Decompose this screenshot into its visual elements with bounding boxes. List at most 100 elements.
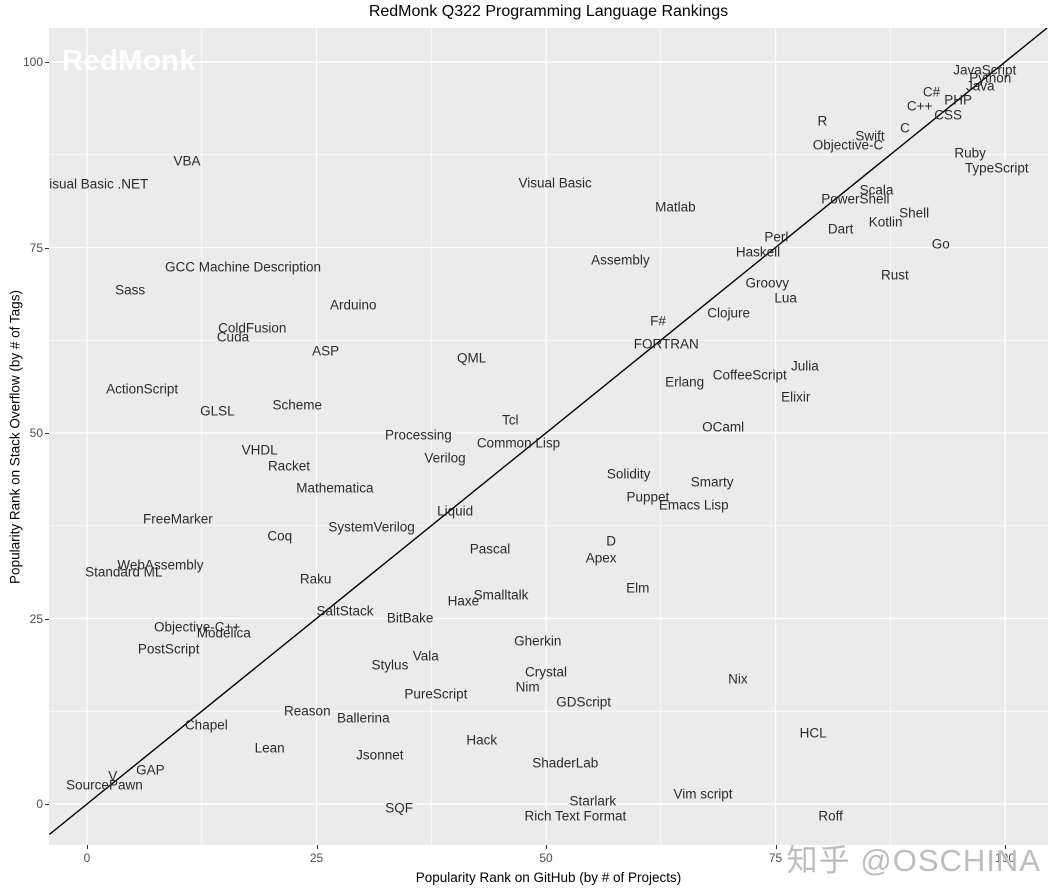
y-tick-mark — [45, 618, 49, 620]
y-tick-label: 100 — [22, 55, 43, 69]
x-tick-mark — [1005, 845, 1006, 849]
language-label-scala: Scala — [859, 182, 894, 198]
language-label-r: R — [817, 113, 828, 129]
language-label-shell: Shell — [899, 205, 930, 221]
language-label-haxe: Haxe — [447, 592, 480, 608]
language-label-common-lisp: Common Lisp — [476, 434, 561, 450]
x-tick-mark — [775, 845, 777, 849]
language-label-visual-basic: Visual Basic — [518, 175, 592, 191]
language-label-webassembly: WebAssembly — [117, 557, 204, 573]
language-label-systemverilog: SystemVerilog — [328, 519, 415, 535]
plot-panel: RedMonk JavaScript Python Java C# PHP C++ CSS C… — [49, 28, 1048, 845]
language-label-gherkin: Gherkin — [514, 633, 562, 648]
language-label-sass: Sass — [115, 282, 146, 298]
language-label-sourcepawn: SourcePawn — [66, 776, 143, 792]
language-label-vhdl: VHDL — [241, 442, 278, 458]
language-label-sqf: SQF — [385, 799, 413, 815]
language-label-nix: Nix — [728, 671, 748, 687]
language-label-erlang: Erlang — [665, 374, 705, 390]
y-tick-mark — [45, 433, 49, 434]
x-tick-label: 25 — [309, 851, 324, 865]
language-label-swift: Swift — [855, 128, 885, 144]
language-label-pascal: Pascal — [469, 541, 511, 556]
language-label-hcl: HCL — [799, 725, 827, 741]
language-label-typescript: TypeScript — [964, 160, 1029, 176]
language-label-ruby: Ruby — [954, 145, 986, 161]
language-label-stylus: Stylus — [371, 657, 409, 673]
language-label-scheme: Scheme — [272, 397, 322, 413]
language-label-actionscript: ActionScript — [106, 381, 179, 397]
language-label-freemarker: FreeMarker — [142, 511, 213, 527]
language-label-shaderlab: ShaderLab — [532, 755, 599, 771]
language-label-smalltalk: Smalltalk — [473, 587, 529, 602]
language-label-mathematica: Mathematica — [296, 480, 374, 496]
language-label-dart: Dart — [827, 221, 854, 237]
language-label-starlark: Starlark — [569, 793, 617, 809]
language-label-groovy: Groovy — [745, 275, 789, 291]
language-label-php: PHP — [944, 92, 973, 108]
language-label-purescript: PureScript — [404, 686, 468, 702]
language-label-ballerina: Ballerina — [337, 710, 390, 726]
language-label-vim-script: Vim script — [673, 786, 733, 802]
gridlines-layer — [49, 28, 1048, 845]
diagonal-reference-line — [49, 28, 1048, 835]
language-label-ocaml: OCaml — [702, 419, 745, 435]
language-label-glsl: GLSL — [200, 402, 235, 418]
language-label-vba: VBA — [173, 152, 201, 168]
language-label-liquid: Liquid — [437, 503, 474, 519]
language-label-powershell: PowerShell — [821, 191, 890, 207]
language-label-smarty: Smarty — [690, 474, 734, 490]
language-label-assembly: Assembly — [591, 252, 650, 268]
language-label-java: Java — [965, 77, 995, 93]
language-label-standard-ml: Standard ML — [85, 564, 163, 579]
language-label-modelica: Modelica — [196, 625, 251, 641]
language-label-clojure: Clojure — [707, 305, 751, 321]
y-tick-mark — [45, 62, 49, 63]
x-tick-label: 50 — [539, 851, 553, 865]
language-label-bitbake: BitBake — [386, 610, 434, 625]
language-label-qml: QML — [457, 350, 487, 366]
language-label-arduino: Arduino — [329, 296, 377, 312]
language-label-puppet: Puppet — [626, 489, 670, 505]
language-label-javascript: JavaScript — [953, 62, 1017, 78]
redmonk-logo-watermark: RedMonk — [62, 45, 196, 77]
language-label-rich-text-format: Rich Text Format — [524, 808, 627, 824]
y-tick-label: 25 — [29, 611, 43, 626]
x-axis-title: Popularity Rank on GitHub (by # of Proje… — [415, 870, 682, 885]
language-label-jsonnet: Jsonnet — [356, 747, 404, 763]
y-axis-title: Popularity Rank on Stack Overflow (by # … — [7, 290, 23, 584]
y-tick-label: 50 — [29, 426, 43, 440]
x-tick-mark — [546, 845, 547, 849]
language-label-kotlin: Kotlin — [868, 214, 903, 230]
language-label-v: V — [108, 768, 118, 784]
language-label-gcc-machine-description: GCC Machine Description — [165, 259, 322, 275]
language-label-emacs-lisp: Emacs Lisp — [658, 497, 729, 513]
language-label-saltstack: SaltStack — [316, 603, 374, 619]
language-label-apex: Apex — [585, 549, 617, 565]
language-label-julia: Julia — [790, 358, 819, 374]
language-label-asp: ASP — [312, 342, 340, 358]
language-label-d: D — [606, 533, 617, 549]
language-label-c: C — [900, 120, 910, 136]
x-tick-label: 75 — [768, 851, 783, 865]
language-label-vala: Vala — [412, 648, 439, 664]
y-tick-label: 0 — [36, 797, 43, 811]
language-label-visual-basic-net: Visual Basic .NET — [49, 175, 149, 191]
language-label-gap: GAP — [136, 762, 165, 778]
language-label-css: CSS — [934, 106, 962, 122]
language-label-c-: C++ — [906, 98, 933, 114]
language-label-roff: Roff — [818, 808, 843, 824]
x-tick-mark — [87, 845, 88, 849]
language-label-verilog: Verilog — [424, 450, 466, 466]
language-label-go: Go — [931, 236, 950, 252]
language-label-crystal: Crystal — [524, 664, 568, 680]
x-tick-label: 100 — [994, 851, 1016, 865]
language-label-coq: Coq — [267, 528, 293, 544]
x-tick-mark — [316, 845, 318, 849]
language-label-fortran: FORTRAN — [633, 336, 699, 352]
language-label-cuda: Cuda — [216, 329, 250, 345]
language-label-matlab: Matlab — [655, 198, 696, 214]
language-label-haskell: Haskell — [735, 244, 781, 260]
language-label-python: Python — [969, 70, 1012, 86]
language-label-processing: Processing — [384, 427, 452, 443]
